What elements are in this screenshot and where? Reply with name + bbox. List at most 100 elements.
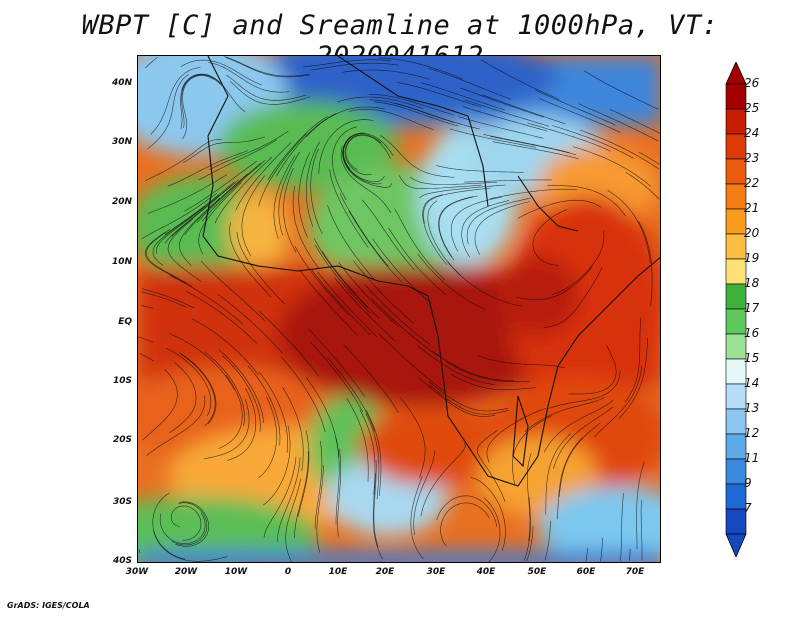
- streamline: [327, 205, 375, 280]
- lon-tick-label: 60E: [576, 567, 596, 577]
- streamline: [620, 493, 624, 562]
- streamline: [337, 96, 424, 109]
- streamline: [217, 293, 284, 354]
- streamline: [147, 174, 228, 214]
- streamline: [476, 430, 506, 502]
- streamline: [483, 134, 570, 153]
- streamline: [167, 218, 202, 282]
- colorbar-swatch: [725, 258, 747, 285]
- streamline: [152, 205, 206, 266]
- streamline: [421, 82, 505, 111]
- streamline: [432, 351, 514, 381]
- lon-tick-label: 20E: [375, 567, 395, 577]
- streamline: [169, 275, 244, 325]
- streamline: [450, 128, 537, 148]
- streamline: [170, 505, 202, 541]
- streamline: [512, 415, 553, 486]
- streamline: [428, 67, 512, 100]
- streamline: [333, 277, 396, 342]
- streamline: [155, 194, 220, 254]
- streamline: [395, 103, 480, 130]
- streamline: [314, 441, 323, 529]
- streamline: [419, 184, 506, 198]
- streamline: [345, 134, 391, 171]
- colorbar-label: 14: [744, 376, 760, 390]
- colorbar-swatch: [725, 358, 747, 385]
- streamline: [640, 500, 643, 561]
- streamline: [629, 548, 631, 561]
- streamline: [171, 502, 208, 546]
- streamline: [417, 345, 495, 385]
- colorbar-label: 18: [744, 276, 760, 290]
- colorbar-label: 12: [744, 426, 760, 440]
- streamline: [184, 173, 248, 236]
- streamline: [139, 352, 154, 362]
- streamline: [523, 497, 531, 561]
- streamline: [236, 231, 285, 305]
- streamline: [235, 142, 292, 211]
- streamline: [547, 185, 626, 217]
- map-panel: [137, 55, 661, 563]
- streamline: [394, 208, 446, 281]
- streamline: [458, 116, 544, 139]
- colorbar-label: 20: [744, 226, 760, 240]
- streamline: [138, 549, 141, 554]
- streamline: [539, 98, 621, 133]
- streamline: [482, 94, 566, 125]
- credit-text: GrADS: IGES/COLA: [7, 601, 90, 610]
- lat-tick-label: 40S: [112, 556, 132, 566]
- lon-tick-label: 40E: [476, 567, 496, 577]
- lon-tick-label: 30E: [426, 567, 446, 577]
- streamline: [400, 397, 426, 479]
- streamline: [175, 501, 210, 547]
- streamline: [181, 74, 223, 128]
- streamline: [152, 492, 185, 560]
- streamline: [311, 269, 371, 336]
- streamline: [413, 450, 436, 536]
- streamline: [532, 209, 568, 266]
- streamline: [309, 341, 363, 413]
- colorbar-label: 11: [744, 451, 760, 465]
- streamline: [371, 298, 439, 357]
- streamline: [578, 103, 659, 142]
- streamline: [585, 547, 589, 562]
- streamline: [466, 197, 531, 245]
- streamline: [440, 502, 490, 547]
- colorbar-label: 25: [744, 101, 760, 115]
- streamline: [544, 520, 551, 561]
- streamline: [214, 156, 273, 224]
- colorbar-swatch: [725, 208, 747, 235]
- streamline: [579, 129, 659, 170]
- streamline: [516, 266, 593, 300]
- streamline: [297, 430, 310, 518]
- streamline: [365, 413, 380, 500]
- streamline: [572, 146, 652, 187]
- streamline: [486, 407, 547, 463]
- streamline: [410, 475, 424, 560]
- streamlines: [138, 56, 660, 562]
- streamline: [342, 69, 430, 80]
- map-canvas: [138, 56, 660, 562]
- streamline: [438, 195, 478, 258]
- colorbar-label: 9: [744, 476, 752, 490]
- streamline: [552, 125, 634, 159]
- colorbar-swatch: [725, 133, 747, 160]
- streamline: [353, 260, 415, 325]
- streamline: [526, 453, 532, 541]
- streamline: [583, 70, 659, 110]
- colorbar-swatch: [725, 508, 747, 535]
- streamline: [311, 62, 399, 71]
- colorbar-label: 21: [744, 201, 760, 215]
- colorbar-swatch: [725, 158, 747, 185]
- streamline: [247, 365, 281, 446]
- streamline: [338, 261, 399, 327]
- streamline: [372, 472, 383, 560]
- streamline: [285, 478, 302, 562]
- colorbar-label: 24: [744, 126, 760, 140]
- streamline: [241, 175, 266, 257]
- streamline: [178, 197, 221, 266]
- streamline: [141, 192, 217, 240]
- streamline: [422, 194, 448, 265]
- streamline: [423, 187, 491, 224]
- streamline: [230, 81, 311, 105]
